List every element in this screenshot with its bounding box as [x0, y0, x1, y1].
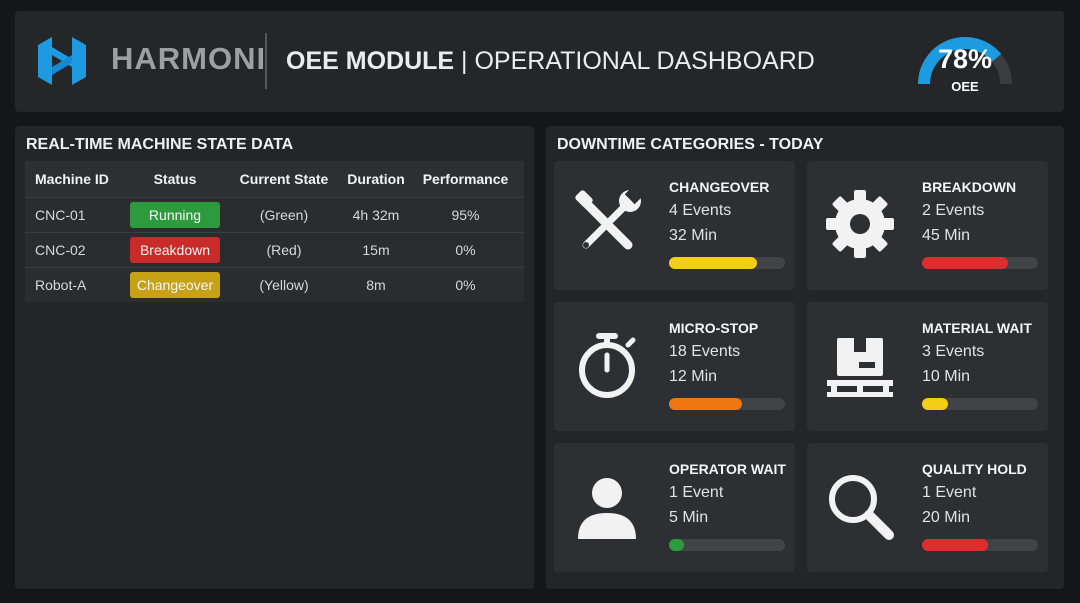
category-events: 1 Event [669, 484, 724, 501]
progress-track [922, 398, 1038, 410]
category-events: 3 Events [922, 343, 985, 360]
module-name: OEE MODULE [286, 47, 455, 75]
column-header-duration: Duration [347, 171, 405, 187]
category-events: 18 Events [669, 343, 741, 360]
stopwatch-icon [579, 333, 636, 398]
table-row[interactable]: Robot-A Changeover (Yellow) 8m 0% [25, 267, 524, 302]
magnifier-icon [829, 475, 894, 540]
current-state: (Yellow) [259, 277, 309, 293]
progress-track [669, 257, 785, 269]
category-events: 2 Events [922, 202, 985, 219]
performance: 0% [455, 242, 476, 258]
column-header-current-state: Current State [239, 171, 329, 187]
category-minutes: 32 Min [669, 227, 718, 244]
progress-track [669, 398, 785, 410]
tools-icon [575, 187, 644, 250]
table-row[interactable]: CNC-02 Breakdown (Red) 15m 0% [25, 232, 524, 267]
machine-id: CNC-01 [35, 207, 86, 223]
progress-track [922, 257, 1038, 269]
category-name: BREAKDOWN [922, 179, 1017, 195]
oee-label: OEE [951, 79, 979, 94]
oee-gauge-fill [918, 37, 1002, 85]
status-badge: Changeover [130, 272, 220, 298]
progress-fill [669, 398, 743, 410]
column-header-machine-id: Machine ID [35, 171, 109, 187]
progress-track [669, 539, 785, 551]
oee-value: 78% [937, 44, 993, 74]
status-badge: Breakdown [130, 237, 220, 263]
machine-state-panel: REAL-TIME MACHINE STATE DATA Machine ID … [15, 126, 534, 589]
downtime-card-quality-hold[interactable]: QUALITY HOLD 1 Event 20 Min [807, 443, 1048, 572]
category-minutes: 10 Min [922, 368, 971, 385]
progress-fill [922, 398, 948, 410]
category-minutes: 12 Min [669, 368, 718, 385]
header-divider [265, 33, 267, 89]
downtime-title: DOWNTIME CATEGORIES - TODAY [557, 136, 824, 153]
duration: 4h 32m [352, 207, 400, 223]
user-icon [578, 478, 636, 539]
category-events: 4 Events [669, 202, 732, 219]
current-state: (Green) [259, 207, 309, 223]
table-header: Machine ID Status Current State Duration… [25, 161, 524, 197]
machine-id: Robot-A [35, 277, 87, 293]
progress-fill [669, 257, 758, 269]
progress-track [922, 539, 1038, 551]
category-minutes: 5 Min [669, 509, 709, 526]
progress-fill [922, 539, 989, 551]
progress-fill [922, 257, 1008, 269]
machine-id: CNC-02 [35, 242, 86, 258]
dashboard-name: | OPERATIONAL DASHBOARD [454, 47, 815, 75]
performance: 0% [455, 277, 476, 293]
category-name: QUALITY HOLD [922, 461, 1027, 477]
table-row[interactable]: CNC-01 Running (Green) 4h 32m 95% [25, 197, 524, 232]
column-header-status: Status [153, 171, 197, 187]
category-events: 1 Event [922, 484, 977, 501]
performance: 95% [451, 207, 480, 223]
downtime-card-micro-stop[interactable]: MICRO-STOP 18 Events 12 Min [554, 302, 795, 431]
brand-name: HARMONI [111, 41, 267, 76]
app-header: HARMONI OEE MODULE | OPERATIONAL DASHBOA… [15, 11, 1064, 112]
progress-fill [669, 539, 685, 551]
duration: 15m [362, 242, 390, 258]
duration: 8m [366, 277, 386, 293]
category-minutes: 20 Min [922, 509, 971, 526]
current-state: (Red) [266, 242, 302, 258]
machine-state-table: Machine ID Status Current State Duration… [25, 161, 524, 302]
downtime-card-changeover[interactable]: CHANGEOVER 4 Events 32 Min [554, 161, 795, 290]
category-minutes: 45 Min [922, 227, 971, 244]
category-name: CHANGEOVER [669, 179, 770, 195]
downtime-card-material-wait[interactable]: MATERIAL WAIT 3 Events 10 Min [807, 302, 1048, 431]
category-name: OPERATOR WAIT [669, 461, 786, 477]
harmoni-logo-icon [38, 37, 86, 85]
downtime-card-breakdown[interactable]: BREAKDOWN 2 Events 45 Min [807, 161, 1048, 290]
pallet-box-icon [827, 338, 893, 397]
oee-gauge [918, 37, 1012, 85]
category-name: MICRO-STOP [669, 320, 759, 336]
category-name: MATERIAL WAIT [922, 320, 1032, 336]
downtime-card-operator-wait[interactable]: OPERATOR WAIT 1 Event 5 Min [554, 443, 795, 572]
gear-icon [826, 190, 894, 258]
machine-state-title: REAL-TIME MACHINE STATE DATA [26, 136, 294, 153]
page-title: OEE MODULE | OPERATIONAL DASHBOARD [286, 47, 815, 76]
column-header-performance: Performance [422, 171, 509, 187]
status-badge: Running [130, 202, 220, 228]
